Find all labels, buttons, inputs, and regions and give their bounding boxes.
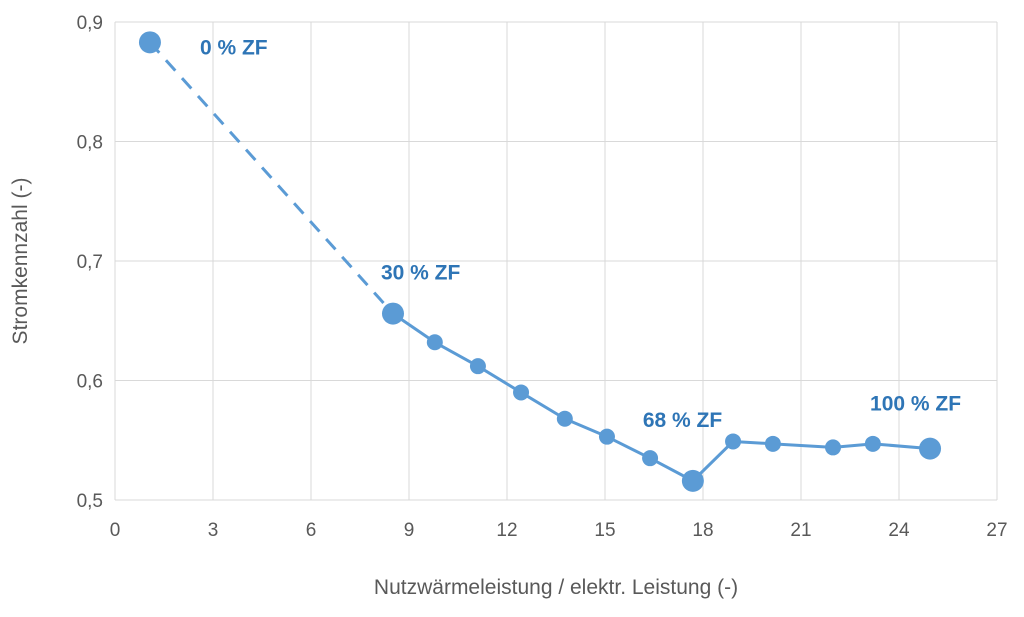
line-segment [477,364,522,394]
data-point [681,469,704,492]
gridlines [114,21,998,501]
annotation-label: 30 % ZF [381,262,461,285]
data-point [381,302,404,325]
x-tick-label: 6 [306,520,317,541]
x-tick-label: 9 [404,520,415,541]
data-point [426,334,443,351]
y-tick-label: 0,6 [77,372,103,393]
x-tick-label: 3 [208,520,219,541]
x-tick-label: 12 [496,520,517,541]
y-tick-label: 0,8 [77,133,103,154]
y-axis-label: Stromkennzahl (-) [9,178,32,345]
data-point [764,435,781,452]
data-point [825,439,842,456]
data-point [642,450,659,467]
x-tick-label: 27 [986,520,1007,541]
data-point [469,358,486,375]
data-point [138,31,161,54]
x-axis-label: Nutzwärmeleistung / elektr. Leistung (-) [374,576,738,599]
annotation-label: 0 % ZF [200,36,268,59]
data-point [598,428,615,445]
line-segment [520,391,566,421]
data-point [513,384,530,401]
y-tick-label: 0,5 [77,491,103,512]
line-segment [606,435,651,460]
annotation-label: 100 % ZF [870,393,961,416]
x-tick-label: 24 [888,520,910,541]
line-segment [772,442,834,449]
data-point [725,433,742,450]
y-tick-label: 0,7 [77,252,103,273]
annotations: 0 % ZF 30 % ZF 68 % ZF 100 % ZF [200,36,961,432]
series-line [148,41,931,483]
data-point [919,437,942,460]
data-point [556,410,573,427]
data-point [864,435,881,452]
x-tick-label: 18 [692,520,713,541]
x-tick-label: 21 [790,520,811,541]
line-segment [148,41,395,315]
line-segment [434,340,479,368]
annotation-label: 68 % ZF [643,409,723,432]
y-tick-label: 0,9 [77,13,103,34]
x-tick-label: 0 [110,520,121,541]
tick-labels: 0 3 6 9 12 15 18 21 24 27 0,5 0,6 0,7 0,8 0,9 [77,13,1008,541]
x-tick-label: 15 [594,520,615,541]
data-points [138,31,942,492]
